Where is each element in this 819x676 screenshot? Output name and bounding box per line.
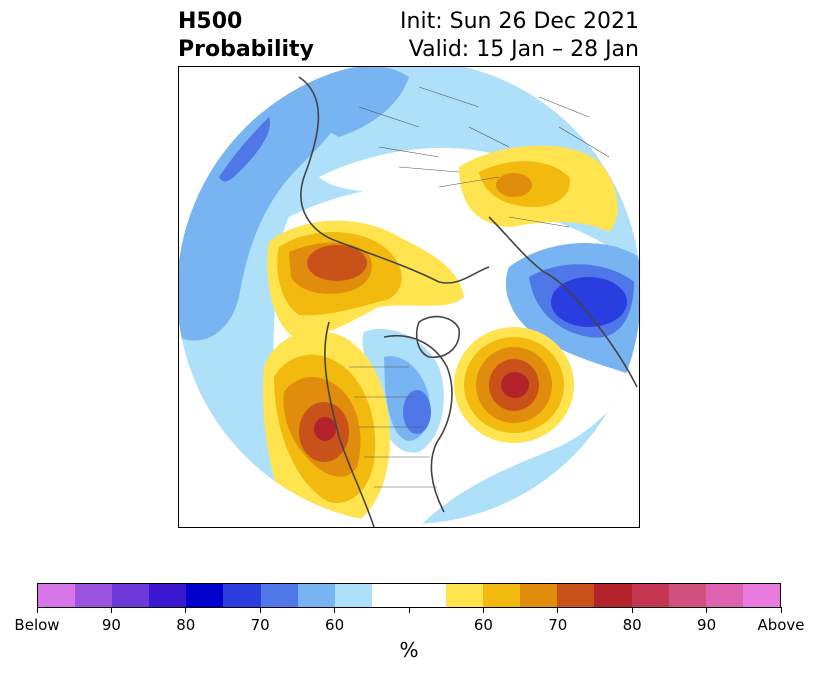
colorbar-tick	[110, 607, 112, 613]
border-line	[349, 366, 437, 488]
colorbar-segment	[297, 584, 335, 607]
valid-range: Valid: 15 Jan – 28 Jan	[408, 37, 639, 62]
colorbar-segment	[149, 584, 187, 607]
colorbar-segment	[371, 584, 409, 607]
colorbar-tick	[408, 607, 410, 613]
polar-map	[179, 67, 639, 527]
chart-title-right: Init: Sun 26 Dec 2021 Valid: 15 Jan – 28…	[400, 8, 639, 64]
hudson-bay-coast	[383, 335, 453, 513]
chart-title-left: H500 Probability	[178, 8, 314, 64]
colorbar-segment	[668, 584, 706, 607]
orange-pacific-core	[307, 245, 367, 281]
colorbar-tick	[557, 607, 559, 613]
init-date: Init: Sun 26 Dec 2021	[400, 9, 639, 34]
colorbar-segment	[594, 584, 632, 607]
colorbar-segment	[334, 584, 372, 607]
border-line	[358, 86, 570, 228]
title-variable: H500	[178, 9, 243, 34]
colorbar-segment	[38, 584, 76, 607]
colorbar-tick	[334, 607, 336, 613]
orange-atlantic-core	[501, 372, 529, 398]
blue-north-america-core	[403, 390, 431, 434]
coastlines	[298, 76, 638, 527]
colorbar-segment	[446, 584, 484, 607]
colorbar-tick-label: Above	[757, 616, 805, 634]
colorbar-tick-label: 80	[622, 616, 642, 634]
map-panel	[178, 66, 640, 528]
colorbar-tick-label: Below	[14, 616, 60, 634]
colorbar-segment	[520, 584, 558, 607]
colorbar-tick-label: 60	[325, 616, 345, 634]
colorbar-unit: %	[399, 638, 419, 662]
colorbar-segment	[705, 584, 743, 607]
colorbar	[37, 583, 781, 608]
orange-west-core	[314, 417, 336, 441]
colorbar-tick-label: 90	[101, 616, 121, 634]
asia-east-coast	[488, 216, 638, 388]
colorbar-segment	[75, 584, 113, 607]
probability-field	[179, 67, 639, 524]
colorbar-tick	[780, 607, 782, 613]
colorbar-segment	[557, 584, 595, 607]
title-field: Probability	[178, 37, 314, 62]
colorbar-tick-label: 70	[250, 616, 270, 634]
colorbar-segment	[260, 584, 298, 607]
colorbar-tick	[482, 607, 484, 613]
colorbar-tick	[631, 607, 633, 613]
colorbar-segment	[112, 584, 150, 607]
colorbar-tick-label: 60	[473, 616, 493, 634]
border-line	[398, 96, 610, 173]
colorbar-tick-label: 90	[697, 616, 717, 634]
colorbar-segment	[742, 584, 780, 607]
blue-east-core	[551, 277, 627, 327]
colorbar-tick	[259, 607, 261, 613]
colorbar-segment	[186, 584, 224, 607]
colorbar-segment	[223, 584, 261, 607]
colorbar-segment	[408, 584, 447, 607]
colorbar-tick-label: 70	[548, 616, 568, 634]
blue-north	[299, 67, 409, 137]
colorbar-segment	[483, 584, 521, 607]
colorbar-tick	[706, 607, 708, 613]
colorbar-segment	[631, 584, 669, 607]
colorbar-tick-label: 80	[176, 616, 196, 634]
greenland-coast	[415, 315, 460, 358]
blue-west-strong	[219, 117, 270, 182]
colorbar-tick	[185, 607, 187, 613]
borders	[349, 86, 610, 488]
orange-siberia-core	[496, 173, 532, 197]
colorbar-tick	[36, 607, 38, 613]
eurasia-coast	[298, 76, 490, 284]
north-america-coast	[324, 321, 375, 527]
